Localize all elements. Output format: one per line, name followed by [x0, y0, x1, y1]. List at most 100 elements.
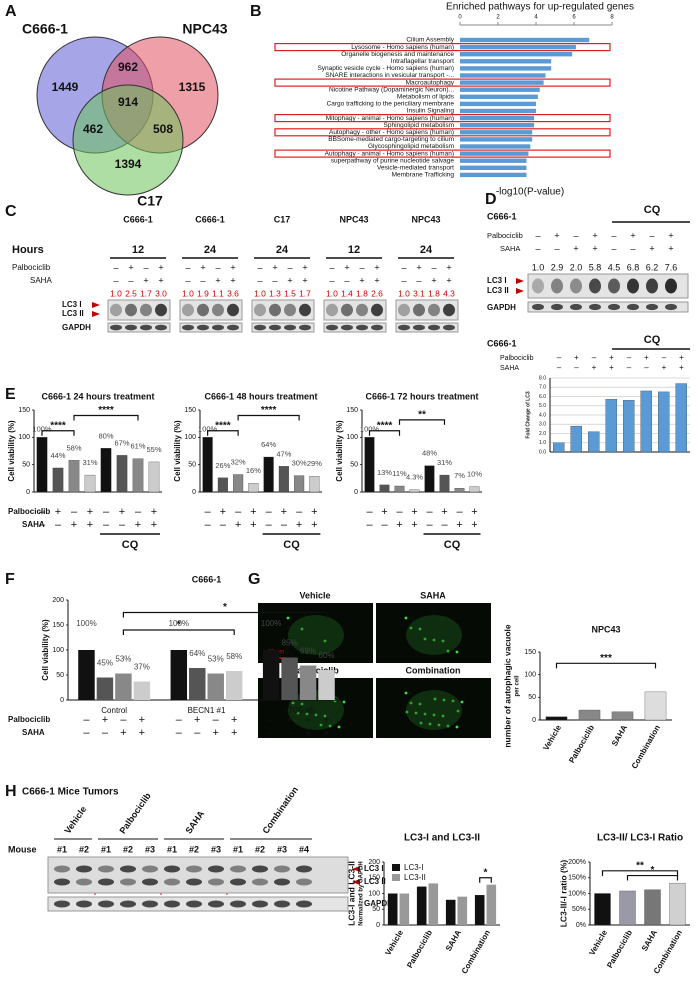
ratio: 1.0 — [326, 288, 338, 298]
sign: – — [135, 506, 142, 518]
category-label: Autophagy - animal - Homo sapiens (human… — [325, 150, 454, 157]
bar — [96, 677, 114, 700]
vacuole — [418, 627, 422, 631]
y-axis-label: Cell viability (%) — [7, 420, 16, 482]
blot-band — [110, 303, 122, 317]
bar — [619, 890, 636, 926]
ratio: 3.1 — [413, 288, 425, 298]
y-tick-label: 0 — [60, 697, 64, 704]
blot-band — [551, 278, 563, 294]
y-tick-label: 150% — [568, 875, 586, 882]
sign: – — [39, 519, 46, 531]
blot-band — [551, 303, 563, 311]
value-label: 58% — [226, 652, 242, 661]
blot-band — [76, 865, 92, 873]
sign: + — [649, 243, 654, 253]
sign: – — [128, 275, 133, 285]
hours: 12 — [132, 244, 144, 256]
sign: – — [396, 506, 403, 518]
sign: + — [374, 275, 379, 285]
y-tick-label: 150 — [346, 407, 358, 414]
category-label: Membrane Trafficking — [392, 172, 455, 179]
chart-title: NPC43 — [591, 624, 620, 634]
blot-band — [230, 900, 246, 908]
y-tick-label: 100 — [524, 672, 536, 679]
significance-label: **** — [377, 420, 393, 431]
value-label: 37% — [134, 663, 150, 672]
group-label: Vehicle — [62, 804, 88, 835]
sign: – — [573, 230, 578, 240]
mouse-label: #1 — [167, 844, 177, 854]
venn-count: 1449 — [52, 80, 79, 94]
significance-label: **** — [215, 420, 231, 431]
bar — [84, 474, 96, 493]
bar — [189, 668, 206, 700]
sign: + — [344, 262, 349, 272]
vacuole — [437, 723, 441, 727]
value-label: 10% — [467, 470, 482, 479]
category-label: Synaptic vesicle cycle - Homo sapiens (h… — [317, 65, 454, 72]
row-label: SAHA — [30, 276, 52, 285]
sign: – — [194, 727, 201, 739]
x-tick-label: Vehicle — [383, 928, 405, 957]
bar — [658, 391, 670, 453]
chart-title: C666-1 24 hours treatment — [41, 391, 154, 401]
x-tick-label: 8 — [610, 15, 614, 21]
bar — [424, 465, 435, 493]
vacuole — [460, 700, 464, 704]
blot-band — [284, 303, 296, 317]
sign: – — [426, 519, 433, 531]
blot-band — [254, 303, 266, 317]
sign: + — [630, 230, 635, 240]
venn-count: 914 — [118, 95, 138, 109]
sign: – — [574, 363, 579, 372]
vacuole — [300, 627, 304, 631]
value-label: 55% — [146, 445, 161, 454]
value-label: 47% — [276, 449, 291, 458]
category-label: Lysosome - Homo sapiens (human) — [351, 44, 454, 51]
blot-membrane — [251, 322, 315, 333]
value-label: 67% — [114, 438, 129, 447]
bar — [52, 467, 64, 493]
blot-band — [140, 324, 152, 331]
sign: + — [272, 262, 277, 272]
mouse-label: #1 — [233, 844, 243, 854]
ratio: 1.0 — [254, 288, 266, 298]
y-tick-label: 100 — [52, 647, 64, 654]
y-tick-label: 2.0 — [539, 431, 546, 437]
sign: – — [220, 519, 227, 531]
bar — [644, 889, 661, 926]
micrograph — [376, 603, 491, 663]
blot-band — [428, 303, 440, 317]
vacuole — [409, 626, 413, 630]
bar — [570, 425, 583, 453]
blot-band — [570, 278, 582, 294]
y-tick-label: 50 — [22, 462, 30, 469]
image-label: SAHA — [420, 590, 446, 600]
bar — [281, 657, 298, 700]
y-axis-label: LC3-II/-I ratio (%) — [558, 860, 568, 928]
x-axis-label: -log10(P-value) — [496, 187, 564, 198]
vacuole — [432, 638, 436, 642]
bar — [460, 52, 573, 57]
y-tick-label: 6.0 — [539, 394, 546, 400]
value-label: 29% — [307, 459, 322, 468]
bar — [428, 883, 439, 925]
value-label: 100% — [198, 424, 218, 433]
sign: + — [679, 353, 684, 362]
y-tick-label: 150 — [524, 649, 536, 656]
mouse-label: #4 — [299, 844, 309, 854]
vacuole — [433, 697, 437, 701]
sign: + — [302, 275, 307, 285]
sign: + — [55, 506, 61, 518]
y-tick-label: 50 — [188, 462, 196, 469]
row-label: Palbociclib — [500, 355, 534, 362]
blot-band — [182, 303, 194, 317]
blot-band — [532, 303, 544, 311]
blot-band — [356, 324, 368, 331]
value-label: 64% — [189, 649, 205, 658]
sign: – — [611, 230, 616, 240]
blot-band — [428, 324, 440, 331]
sign: – — [185, 275, 190, 285]
sign: + — [679, 363, 684, 372]
